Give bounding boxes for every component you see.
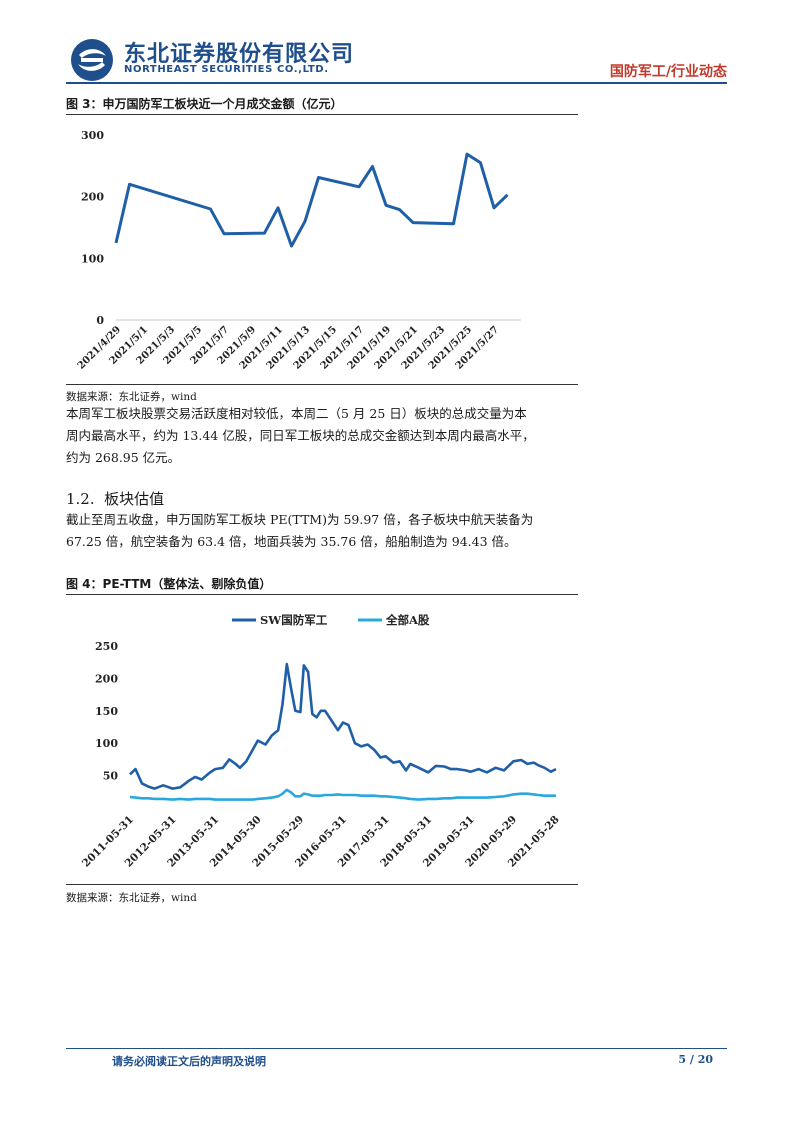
figure3-bottom-rule xyxy=(66,384,578,385)
y-tick-label: 100 xyxy=(81,252,104,265)
footer-divider xyxy=(66,1048,727,1049)
turnover-chart: 01002003002021/4/292021/5/12021/5/32021/… xyxy=(76,129,521,372)
page-number: 5 / 20 xyxy=(678,1053,713,1066)
company-logo xyxy=(71,39,113,81)
company-name-cn: 东北证券股份有限公司 xyxy=(124,42,355,67)
figure4-bottom-rule xyxy=(66,884,578,885)
disclaimer-note: 请务必阅读正文后的声明及说明 xyxy=(112,1055,266,1068)
pe-ttm-chart: SW国防军工 全部A股501001502002502011-05-312012-0… xyxy=(80,613,562,870)
report-category: 国防军工/行业动态 xyxy=(609,64,727,80)
section-title: 板块估值 xyxy=(104,490,165,508)
legend-label: 全部A股 xyxy=(385,613,430,627)
paragraph-line: 约为 268.95 亿元。 xyxy=(66,450,181,465)
valuation-paragraph: 截止至周五收盘，申万国防军工板块 PE(TTM)为 59.97 倍，各子板块中航… xyxy=(66,509,582,553)
y-tick-label: 200 xyxy=(81,191,104,204)
figure3-source: 数据来源：东北证券，wind xyxy=(66,391,197,403)
figure3-top-rule xyxy=(66,114,578,115)
turnover-paragraph: 本周军工板块股票交易活跃度相对较低，本周二（5 月 25 日）板块的总成交量为本… xyxy=(66,403,582,469)
figure4-top-rule xyxy=(66,594,578,595)
y-tick-label: 50 xyxy=(103,770,119,783)
section-heading: 1.2. 板块估值 xyxy=(66,488,164,509)
header-divider xyxy=(66,82,727,84)
legend-label: SW国防军工 xyxy=(260,613,328,627)
figure4-source: 数据来源：东北证券，wind xyxy=(66,892,197,904)
y-tick-label: 150 xyxy=(95,705,118,718)
y-tick-label: 100 xyxy=(95,737,118,750)
paragraph-line: 周内最高水平，约为 13.44 亿股，同日军工板块的总成交金额达到本周内最高水平… xyxy=(66,428,535,443)
y-tick-label: 0 xyxy=(96,314,104,327)
figure3-title: 图 3：申万国防军工板块近一个月成交金额（亿元） xyxy=(66,97,343,111)
company-name-en: NORTHEAST SECURITIES CO.,LTD. xyxy=(124,64,329,75)
figure4-title: 图 4：PE-TTM（整体法、剔除负值） xyxy=(66,577,272,591)
paragraph-line: 本周军工板块股票交易活跃度相对较低，本周二（5 月 25 日）板块的总成交量为本 xyxy=(66,406,527,421)
sw-defense-pe-line xyxy=(129,662,557,790)
turnover-series-line xyxy=(114,152,509,248)
y-tick-label: 300 xyxy=(81,129,104,142)
paragraph-line: 截止至周五收盘，申万国防军工板块 PE(TTM)为 59.97 倍，各子板块中航… xyxy=(66,512,534,527)
y-tick-label: 250 xyxy=(95,640,118,653)
y-tick-label: 200 xyxy=(95,672,118,685)
section-number: 1.2. xyxy=(66,490,95,508)
all-a-share-pe-line xyxy=(129,788,556,801)
paragraph-line: 67.25 倍，航空装备为 63.4 倍，地面兵装为 35.76 倍，船舶制造为… xyxy=(66,534,517,549)
